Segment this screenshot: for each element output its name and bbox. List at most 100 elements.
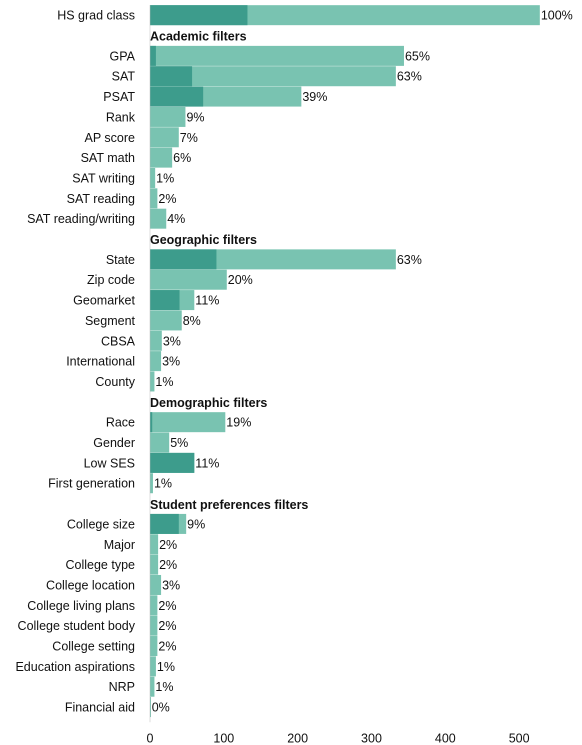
category-label: College living plans [27,599,135,613]
bar-total [150,574,162,595]
category-label: Education aspirations [15,660,135,674]
category-label: College location [46,578,135,592]
group-header: Academic filters [150,30,247,44]
percent-label: 11% [195,294,219,308]
category-label: College setting [52,640,135,654]
percent-label: 8% [183,314,201,328]
category-label: First generation [48,477,135,491]
category-label: Zip code [87,273,135,287]
category-label: Race [106,416,135,430]
bar-total [150,534,159,555]
category-label: College student body [18,619,136,633]
bar-total [150,412,226,433]
percent-label: 9% [186,110,204,124]
category-label: County [95,375,135,389]
category-label: AP score [85,131,136,145]
bar-total [150,351,162,372]
bar-total [150,208,167,229]
bar-total [150,127,179,148]
percent-label: 20% [228,273,253,287]
percent-label: 2% [158,640,176,654]
bar-segment-dark [150,86,204,107]
bar-total [150,615,158,636]
percent-label: 6% [173,151,191,165]
category-label: College size [67,517,135,531]
percent-label: 3% [162,355,180,369]
bar-segment-dark [150,5,248,26]
x-tick-label: 400 [435,731,456,745]
bar-total [150,147,173,168]
percent-label: 1% [155,680,173,694]
percent-label: 2% [159,538,177,552]
category-label: HS grad class [57,9,135,23]
category-label: SAT reading/writing [27,212,135,226]
percent-label: 2% [158,599,176,613]
category-label: Low SES [84,456,135,470]
bar-total [150,188,158,209]
percent-label: 4% [167,212,185,226]
bar-total [150,269,227,290]
category-label: State [106,253,135,267]
category-label: Major [104,538,135,552]
percent-label: 39% [302,90,327,104]
percent-label: 0% [152,701,170,715]
bar-total [150,697,151,718]
bar-segment-dark [150,66,193,87]
percent-label: 19% [226,416,251,430]
bar-total [150,66,396,87]
x-tick-label: 100 [213,731,234,745]
bar-segment-dark [150,45,156,66]
bar-total [150,106,186,127]
percent-label: 100% [541,9,573,23]
category-label: SAT writing [72,171,135,185]
category-label: Rank [106,110,136,124]
category-label: Geomarket [73,294,135,308]
category-label: Segment [85,314,136,328]
category-label: College type [66,558,136,572]
bar-total [150,636,158,657]
category-label: SAT math [81,151,135,165]
group-header: Demographic filters [150,396,267,410]
category-label: SAT reading [67,192,135,206]
bar-total [150,310,182,331]
group-header: Geographic filters [150,233,257,247]
percent-label: 7% [180,131,198,145]
percent-label: 1% [157,660,175,674]
bar-total [150,167,156,188]
bar-total [150,45,404,66]
bar-total [150,554,159,575]
bar-total [150,330,162,351]
percent-label: 1% [155,375,173,389]
category-label: PSAT [103,90,135,104]
bar-segment-dark [150,513,179,534]
bar-segment-dark [150,452,195,473]
category-label: International [66,355,135,369]
category-label: GPA [110,49,136,63]
x-tick-label: 500 [509,731,530,745]
percent-label: 3% [162,578,180,592]
percent-label: 5% [170,436,188,450]
percent-label: 3% [163,334,181,348]
bar-total [150,473,153,494]
bar-segment-dark [150,249,217,270]
category-label: Financial aid [65,701,135,715]
percent-label: 65% [405,49,430,63]
bar-total [150,432,170,453]
x-tick-label: 200 [287,731,308,745]
bar-total [150,595,158,616]
percent-label: 1% [154,477,172,491]
bar-total [150,676,155,697]
percent-label: 2% [158,619,176,633]
x-tick-label: 0 [147,731,154,745]
percent-label: 9% [187,517,205,531]
group-header: Student preferences filters [150,498,308,512]
category-label: Gender [93,436,135,450]
percent-label: 63% [397,253,422,267]
bar-total [150,656,156,677]
bar-segment-dark [150,412,153,433]
category-label: CBSA [101,334,136,348]
bar-segment-dark [150,290,180,311]
category-label: NRP [109,680,135,694]
